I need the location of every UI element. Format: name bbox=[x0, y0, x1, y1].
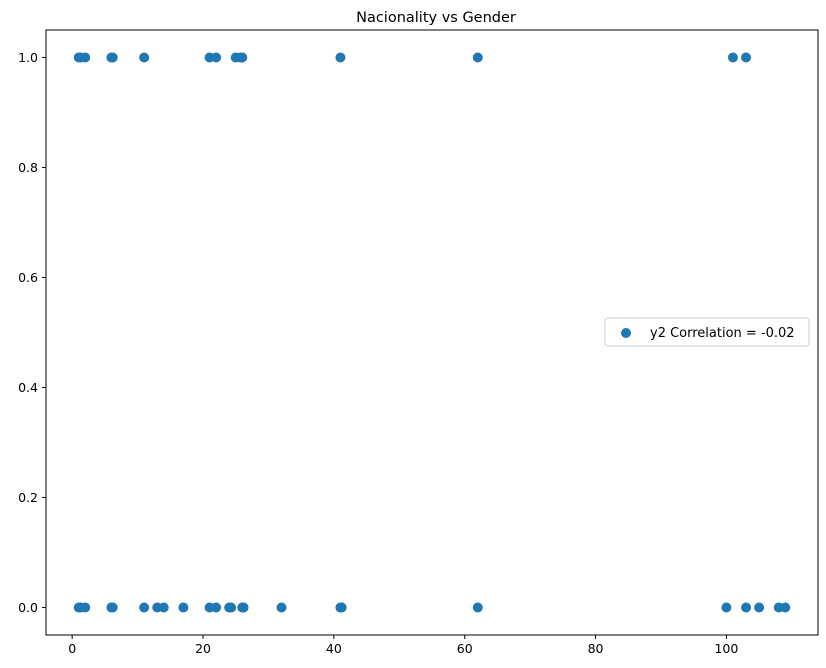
data-point bbox=[158, 602, 169, 613]
data-point bbox=[211, 52, 222, 63]
x-axis: 0 20 40 60 80 100 bbox=[68, 635, 738, 656]
data-point bbox=[336, 602, 347, 613]
data-point bbox=[335, 52, 346, 63]
x-tick-label: 60 bbox=[457, 641, 473, 656]
plot-area-frame bbox=[45, 29, 819, 636]
legend-marker bbox=[621, 328, 631, 338]
data-point bbox=[754, 602, 765, 613]
data-point bbox=[80, 52, 91, 63]
y-tick-label: 0.6 bbox=[18, 270, 38, 285]
data-points bbox=[73, 52, 791, 613]
data-point bbox=[741, 602, 752, 613]
data-point bbox=[727, 52, 738, 63]
data-point bbox=[472, 602, 483, 613]
data-point bbox=[80, 602, 91, 613]
data-point bbox=[276, 602, 287, 613]
chart-title: Nacionality vs Gender bbox=[356, 10, 516, 26]
data-point bbox=[237, 52, 248, 63]
data-point bbox=[139, 602, 150, 613]
y-tick-label: 0.4 bbox=[18, 380, 38, 395]
x-tick-label: 100 bbox=[714, 641, 738, 656]
x-tick-label: 0 bbox=[68, 641, 76, 656]
x-tick-label: 40 bbox=[326, 641, 342, 656]
x-tick-label: 20 bbox=[195, 641, 211, 656]
data-point bbox=[780, 602, 791, 613]
y-tick-label: 0.8 bbox=[18, 160, 38, 175]
data-point bbox=[139, 52, 150, 63]
data-point bbox=[721, 602, 732, 613]
legend-label: y2 Correlation = -0.02 bbox=[650, 326, 795, 341]
y-tick-label: 1.0 bbox=[18, 50, 38, 65]
y-tick-label: 0.2 bbox=[18, 490, 38, 505]
data-point bbox=[238, 602, 249, 613]
data-point bbox=[226, 602, 237, 613]
x-tick-label: 80 bbox=[588, 641, 604, 656]
y-axis: 0.0 0.2 0.4 0.6 0.8 1.0 bbox=[18, 50, 46, 615]
data-point bbox=[472, 52, 483, 63]
y-tick-label: 0.0 bbox=[18, 600, 38, 615]
legend: y2 Correlation = -0.02 bbox=[604, 317, 810, 347]
data-point bbox=[107, 602, 118, 613]
data-point bbox=[741, 52, 752, 63]
legend-box bbox=[604, 317, 810, 347]
data-point bbox=[178, 602, 189, 613]
data-point bbox=[211, 602, 222, 613]
data-point bbox=[107, 52, 118, 63]
